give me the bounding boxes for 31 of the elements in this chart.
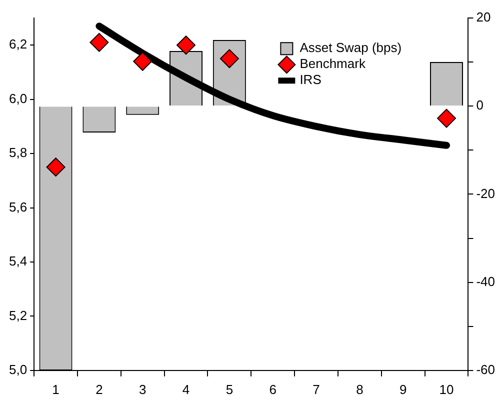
y-tick-label: 5,0 bbox=[8, 362, 28, 377]
y2-tick-label: -20 bbox=[476, 186, 496, 201]
point bbox=[220, 49, 239, 68]
y-tick-label: 6,2 bbox=[8, 36, 28, 52]
x-tick-label: 4 bbox=[182, 382, 190, 397]
legend-label: Benchmark bbox=[300, 56, 366, 72]
y2-tick-label: -40 bbox=[476, 274, 496, 289]
x-tick-label: 10 bbox=[439, 382, 454, 397]
legend-label: Asset Swap (bps) bbox=[300, 40, 402, 56]
point bbox=[176, 36, 196, 55]
y-tick-label: 5,6 bbox=[8, 199, 28, 214]
x-tick-label: 6 bbox=[269, 382, 276, 397]
legend-label: IRS bbox=[300, 72, 322, 88]
x-tick-label: 7 bbox=[312, 382, 320, 397]
point bbox=[437, 108, 456, 128]
y2-tick-label: 20 bbox=[476, 10, 491, 25]
y2-tick-label: -60 bbox=[476, 362, 496, 377]
x-tick-label: 9 bbox=[399, 382, 407, 397]
point bbox=[133, 52, 152, 71]
y-tick-label: 5,4 bbox=[8, 254, 28, 269]
y-tick-label: 5,8 bbox=[8, 145, 28, 160]
y-tick-label: 5,2 bbox=[8, 308, 28, 323]
x-tick-label: 5 bbox=[226, 382, 234, 397]
x-tick-label: 8 bbox=[356, 382, 364, 397]
y-tick-label: 6,0 bbox=[8, 90, 28, 106]
point bbox=[46, 158, 66, 177]
x-tick-label: 3 bbox=[138, 382, 146, 397]
x-tick-label: 1 bbox=[52, 382, 60, 397]
point bbox=[90, 32, 109, 52]
y2-tick-label: 0 bbox=[476, 98, 484, 113]
x-tick-label: 2 bbox=[96, 382, 103, 397]
